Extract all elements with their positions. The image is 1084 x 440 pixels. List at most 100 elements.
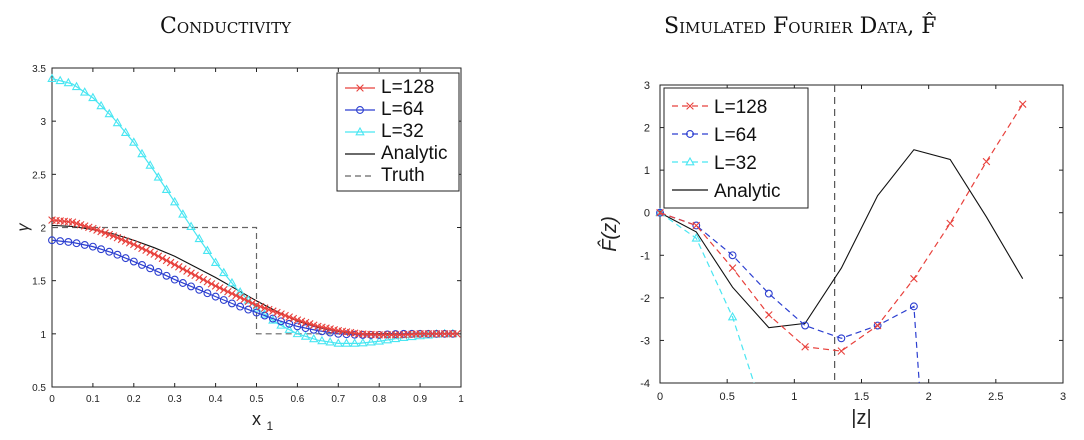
conductivity-series-l-128 xyxy=(48,216,461,339)
conductivity-series-l-128-marker xyxy=(150,250,159,258)
fourier-legend-marker xyxy=(686,130,694,138)
conductivity-series-l-32-marker xyxy=(292,328,303,338)
conductivity-series-l-128-marker xyxy=(125,239,134,247)
conductivity-series-l-64-marker xyxy=(97,245,106,254)
conductivity-series-l-64-marker xyxy=(80,240,89,249)
conductivity-series-l-128-marker xyxy=(228,289,236,298)
conductivity-series-l-64-marker xyxy=(72,239,81,248)
conductivity-series-l-32-marker xyxy=(112,117,123,127)
conductivity-legend-label: L=32 xyxy=(381,121,424,142)
fourier-legend-label: L=64 xyxy=(714,125,757,146)
conductivity-series-l-128-marker xyxy=(309,321,318,329)
conductivity-series-l-64-marker xyxy=(187,282,196,291)
conductivity-series-l-64-marker xyxy=(285,319,294,328)
conductivity-series-l-32-marker xyxy=(333,338,344,347)
conductivity-series-l-128-marker xyxy=(453,330,461,338)
fourier-series-l-128-marker xyxy=(1018,100,1027,108)
conductivity-legend-marker xyxy=(356,84,364,92)
conductivity-series-l-32-marker xyxy=(153,172,164,181)
conductivity-x-tick-label: 1 xyxy=(458,394,464,405)
conductivity-series-l-64-marker xyxy=(178,279,187,287)
fourier-series-l-64-marker xyxy=(692,221,701,230)
fourier-series-l-64-marker xyxy=(837,334,846,343)
conductivity-x-tick-label: 0.4 xyxy=(209,394,223,405)
conductivity-y-tick-label: 1 xyxy=(40,330,46,341)
conductivity-series-l-128-marker xyxy=(101,229,109,237)
conductivity-series-l-128-marker xyxy=(232,291,240,300)
conductivity-y-tick-label: 2.5 xyxy=(32,170,46,181)
fourier-series-l-64 xyxy=(656,208,920,384)
conductivity-series-l-128-marker xyxy=(76,220,85,229)
fourier-series-l-32-marker xyxy=(655,207,665,217)
conductivity-series-l-64-marker xyxy=(146,264,155,273)
fourier-series-l-64-marker xyxy=(764,289,773,298)
conductivity-series-l-32-marker xyxy=(129,137,139,146)
conductivity-series-l-128-marker xyxy=(142,246,150,255)
conductivity-series-l-128-marker xyxy=(281,311,289,320)
fourier-series-l-32-marker xyxy=(727,311,738,321)
fourier-y-tick-label: 1 xyxy=(644,165,650,177)
conductivity-series-l-32-marker xyxy=(88,92,98,102)
fourier-series-l-64-marker xyxy=(873,321,882,330)
conductivity-series-l-32-marker xyxy=(161,184,172,193)
conductivity-series-l-128-marker xyxy=(305,320,314,328)
conductivity-series-l-128-marker xyxy=(207,280,216,288)
conductivity-series-l-128-marker xyxy=(264,305,273,314)
conductivity-series-l-32-marker xyxy=(71,81,82,91)
conductivity-series-l-128-marker xyxy=(97,227,105,236)
conductivity-series-l-128-marker xyxy=(146,248,154,256)
conductivity-series-l-128-marker xyxy=(256,302,265,311)
fourier-legend-item-l-32: L=32 xyxy=(672,153,757,174)
conductivity-y-tick-label: 3 xyxy=(40,117,46,128)
conductivity-legend-item-l-64: L=64 xyxy=(345,99,424,120)
conductivity-x-tick-label: 0.9 xyxy=(413,394,427,405)
fourier-legend-item-l-64: L=64 xyxy=(672,125,757,146)
conductivity-series-l-32-marker xyxy=(169,196,180,206)
conductivity-series-l-64-marker xyxy=(219,296,228,304)
fourier-y-tick-label: 0 xyxy=(644,208,650,220)
conductivity-series-l-64-marker xyxy=(138,260,146,269)
conductivity-series-l-128-marker xyxy=(219,286,228,294)
conductivity-series-truth-line xyxy=(52,226,457,335)
left-chart-title: Conductivity xyxy=(160,14,291,39)
conductivity-series-l-128-marker xyxy=(72,219,81,228)
fourier-series-l-32-marker xyxy=(691,233,702,242)
conductivity-series-l-128-marker xyxy=(224,287,232,296)
conductivity-series-analytic-line xyxy=(51,224,457,335)
fourier-x-tick-label: 0 xyxy=(657,391,663,403)
conductivity-y-tick-label: 2 xyxy=(40,224,46,235)
conductivity-y-tick-label: 3.5 xyxy=(32,64,46,75)
conductivity-series-l-64-marker xyxy=(162,271,171,280)
fourier-series-l-128-line xyxy=(659,103,1024,352)
conductivity-series-l-128-marker xyxy=(215,284,224,292)
conductivity-series-l-128-marker xyxy=(211,282,220,290)
conductivity-x-tick-label: 0.8 xyxy=(372,394,386,405)
conductivity-series-l-128-marker xyxy=(154,252,163,260)
conductivity-series-l-32-marker xyxy=(47,73,57,82)
right-chart-title: Simulated Fourier Data, F̂ xyxy=(664,14,937,39)
conductivity-series-l-128-marker xyxy=(236,293,244,302)
fourier-series-l-64-marker xyxy=(728,251,737,260)
conductivity-series-l-64-marker xyxy=(211,292,220,301)
conductivity-y-axis-label: γ xyxy=(15,223,32,232)
fourier-y-tick-label: 2 xyxy=(644,123,650,135)
conductivity-legend-item-truth: Truth xyxy=(345,165,425,186)
conductivity-series-l-128-marker xyxy=(199,275,208,284)
conductivity-series-l-32-marker xyxy=(227,277,237,287)
conductivity-series-l-32-marker xyxy=(341,338,352,347)
conductivity-series-l-128-marker xyxy=(109,232,118,240)
conductivity-legend-label: L=64 xyxy=(381,99,424,120)
conductivity-legend-label: Truth xyxy=(381,165,425,186)
conductivity-series-l-32-marker xyxy=(423,329,434,339)
fourier-legend-item-l-128: L=128 xyxy=(672,97,767,118)
fourier-series-l-128-marker xyxy=(873,321,882,330)
fourier-legend-marker xyxy=(685,156,695,166)
fourier-series-l-32 xyxy=(655,207,755,384)
fourier-legend-label: Analytic xyxy=(714,181,781,202)
conductivity-series-l-32-marker xyxy=(309,333,319,343)
conductivity-series-l-128-marker xyxy=(195,273,204,282)
conductivity-series-l-128-marker xyxy=(162,256,171,265)
conductivity-series-l-32-marker xyxy=(219,267,229,277)
conductivity-series-l-64-marker xyxy=(56,237,65,246)
conductivity-series-l-128-marker xyxy=(121,237,130,245)
